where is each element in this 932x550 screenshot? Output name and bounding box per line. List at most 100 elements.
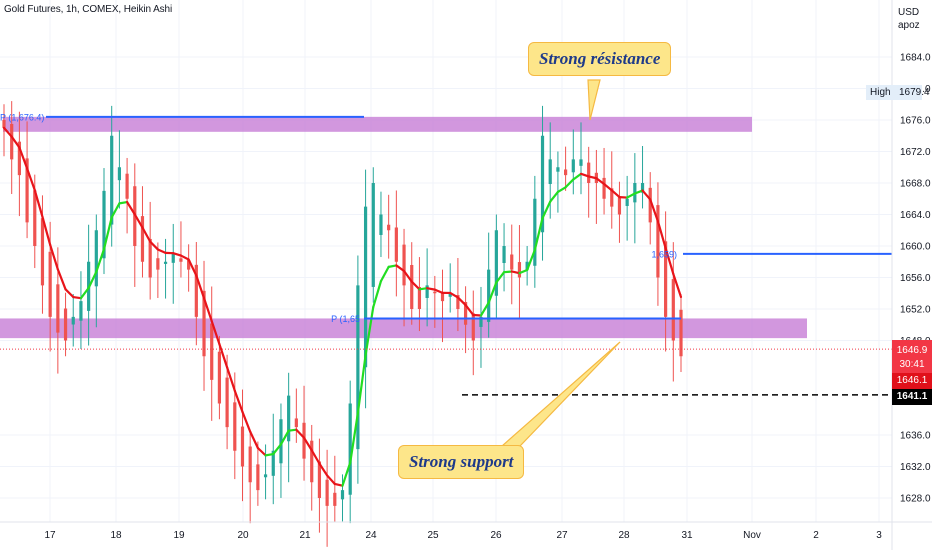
sr-zones: [0, 116, 807, 339]
ma-segment: [318, 462, 329, 477]
candle-body: [510, 254, 514, 270]
last-price: 1646.9: [896, 345, 928, 356]
time-tick-label: 26: [490, 530, 502, 541]
high-key: High: [870, 87, 891, 98]
ma-segment: [487, 281, 498, 304]
candle-body: [625, 198, 629, 206]
resistance-callout[interactable]: Strong résistance: [528, 42, 672, 76]
candle-body: [287, 395, 291, 442]
level-lines: [0, 115, 892, 396]
ma-segment: [656, 220, 667, 250]
time-tick-label: 2: [813, 530, 819, 541]
support-callout[interactable]: Strong support: [398, 445, 525, 479]
candle-body: [94, 230, 98, 287]
candle-body: [271, 450, 275, 476]
ma-segment: [249, 430, 259, 450]
candle-body: [156, 258, 160, 270]
ma-segment: [226, 366, 236, 392]
candle-body: [310, 440, 314, 483]
ma-segment: [610, 189, 621, 199]
pivot-labels: P (1,676.4) P (1,65 1,659): [0, 112, 677, 324]
price-tick-label: 1652.0: [900, 305, 931, 316]
price-tick-label: 1672.0: [900, 147, 931, 158]
ma-segment: [456, 296, 467, 307]
ma-segment: [333, 482, 344, 487]
candle-body: [333, 492, 337, 506]
ma-segment: [33, 189, 44, 218]
ma-segment: [672, 272, 683, 299]
candle-body: [463, 302, 468, 325]
candle-body: [417, 286, 422, 309]
candle-body: [10, 123, 14, 160]
price-tick-label: 1636.0: [900, 431, 931, 442]
ma-segment: [364, 305, 375, 357]
ma-segment: [241, 410, 252, 433]
ma-segment: [526, 248, 536, 272]
price-tick-label: 1684.0: [900, 53, 931, 64]
ma-segment: [326, 474, 336, 486]
candle-body: [679, 309, 683, 357]
candle-body: [340, 490, 345, 500]
time-tick-label: 3: [876, 530, 882, 541]
ma-segment: [310, 449, 321, 465]
candle-body: [17, 141, 21, 176]
candle-body: [525, 261, 529, 270]
candle-body: [25, 158, 29, 223]
ma-segment: [18, 146, 29, 170]
candle-body: [117, 167, 121, 181]
ma-segment: [118, 200, 129, 205]
ma-segment: [387, 264, 398, 268]
candle-body: [394, 227, 398, 262]
ma-segment: [125, 200, 136, 216]
ma-segment: [110, 202, 121, 219]
candle-body: [425, 285, 429, 298]
ma-segment: [572, 172, 583, 181]
ma-segment: [533, 216, 544, 252]
ma-segment: [156, 248, 167, 254]
candle-body: [148, 238, 152, 278]
ma-segment: [418, 287, 429, 291]
pivot-label: P (1,676.4): [0, 112, 44, 122]
time-tick-label: 19: [173, 530, 185, 541]
candle-body: [194, 264, 198, 317]
last-price-tag: 1646.9 30:41: [892, 340, 932, 374]
candle-body: [402, 244, 406, 286]
candle-body: [656, 205, 660, 278]
candle-body: [494, 230, 498, 296]
candle-body: [102, 190, 106, 259]
candle-body: [502, 246, 506, 264]
ma-segment: [541, 200, 552, 220]
candle-body: [63, 308, 68, 341]
ma-segment: [10, 135, 21, 149]
candle-body: [2, 120, 6, 128]
ma-segment: [410, 280, 421, 291]
ma-segment: [502, 270, 513, 274]
chart-grid: [0, 0, 892, 522]
ma-segment: [279, 429, 290, 446]
ma-segment: [579, 172, 590, 178]
ma-segment: [495, 271, 506, 284]
candle-body: [48, 251, 52, 317]
unit-label: apoz: [898, 20, 920, 31]
ma-segment: [295, 428, 306, 439]
price-tick-label: 1656.0: [900, 273, 931, 284]
ma-segment: [264, 452, 275, 457]
candle-body: [210, 323, 214, 380]
heikin-close-tag: 1646.1: [892, 373, 932, 389]
candle-body: [56, 284, 60, 333]
ma-segment: [2, 126, 13, 138]
moving-average: [2, 126, 683, 487]
price-tick-label: 1660.0: [900, 242, 931, 253]
currency-label[interactable]: USD apoz: [898, 6, 920, 32]
candle-body: [433, 291, 437, 294]
ma-segment: [72, 295, 83, 300]
ma-segment: [141, 226, 152, 243]
candle-body: [140, 216, 145, 262]
time-tick-label: 28: [618, 530, 630, 541]
ma-segment: [95, 248, 106, 273]
ma-segment: [641, 189, 652, 201]
currency-code: USD: [898, 7, 920, 18]
chart-title: Gold Futures, 1h, COMEX, Heikin Ashi: [4, 4, 173, 15]
candle-body: [571, 159, 575, 173]
